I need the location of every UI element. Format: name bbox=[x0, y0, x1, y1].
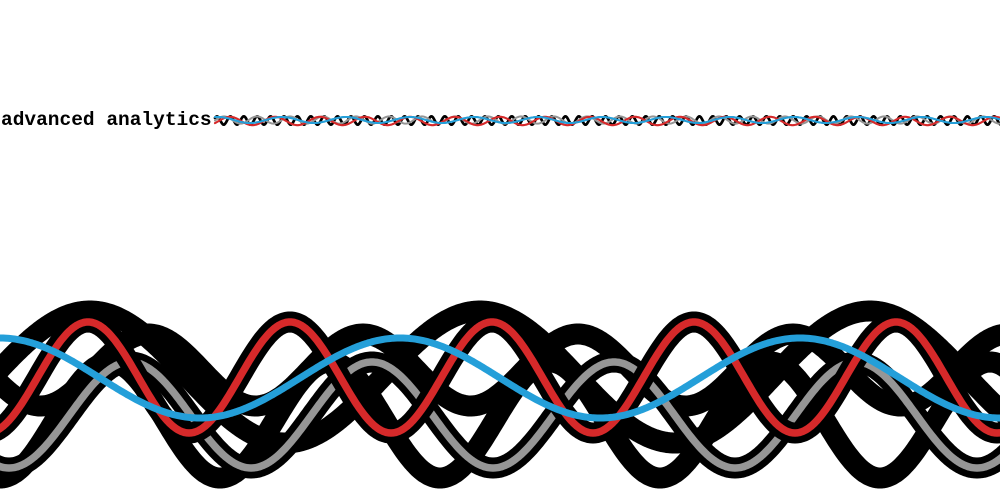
sparkline-gray-squiggle-path bbox=[214, 115, 1000, 125]
sparkline-blue-squiggle-path bbox=[213, 115, 1000, 125]
sparkline-group bbox=[213, 114, 1000, 127]
sparkline-red-squiggle-path bbox=[213, 115, 1000, 127]
banner-red-wave-path bbox=[0, 318, 1000, 437]
banner-group bbox=[0, 300, 1000, 489]
page-title: advanced analytics bbox=[1, 109, 212, 131]
banner-blue-wave-path bbox=[0, 334, 1000, 422]
